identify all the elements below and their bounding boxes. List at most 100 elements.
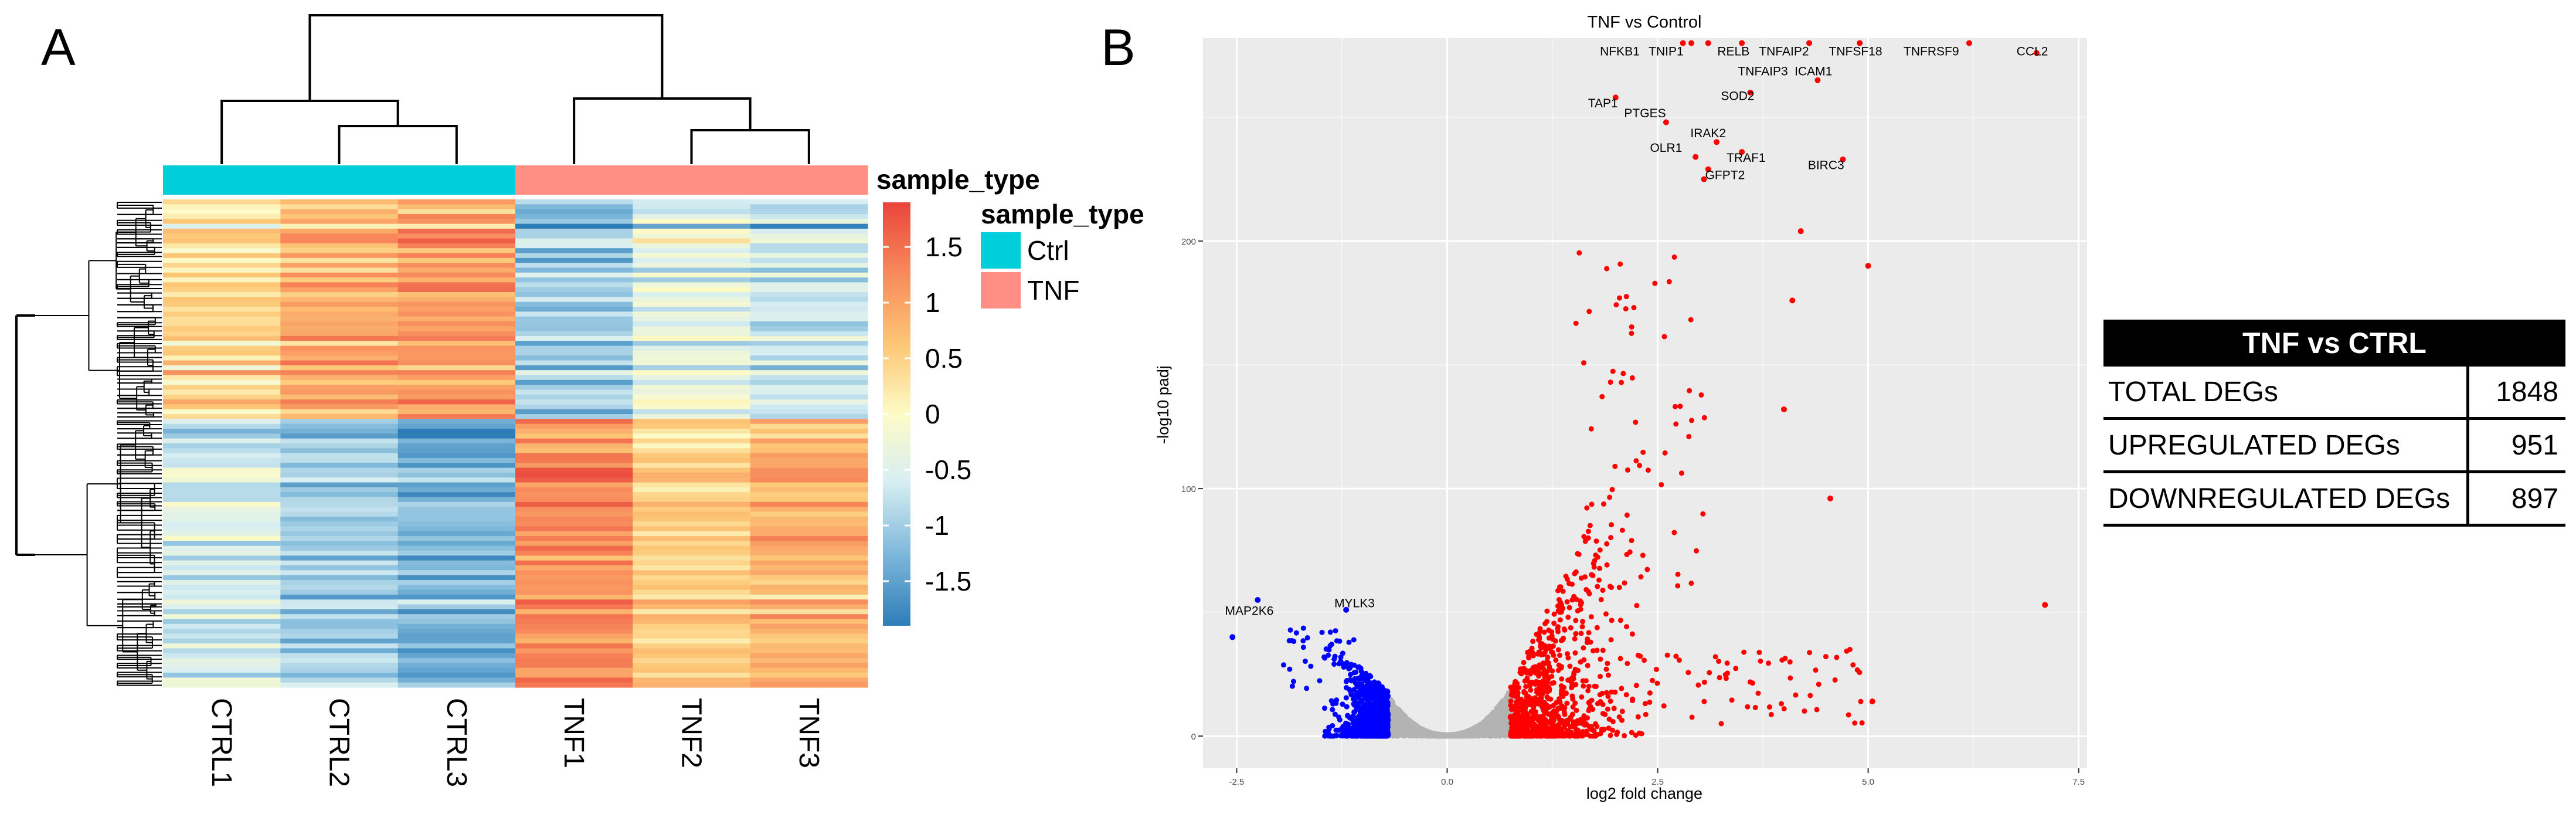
heatmap-cell: [750, 209, 868, 215]
heatmap-cell: [515, 457, 633, 463]
volcano-point: [1378, 696, 1384, 701]
heatmap-cell: [750, 243, 868, 249]
volcano-point: [1541, 629, 1547, 635]
heatmap-cell: [397, 623, 516, 629]
heatmap-cell: [163, 511, 281, 517]
heatmap-cell: [515, 619, 633, 625]
annotation-cell: [515, 165, 633, 195]
heatmap-cell: [515, 589, 633, 595]
heatmap-cell: [280, 331, 399, 337]
heatmap-cell: [397, 565, 516, 571]
heatmap-cell: [633, 263, 751, 269]
heatmap-cell: [750, 263, 868, 269]
heatmap-cell: [633, 497, 751, 503]
heatmap-cell: [750, 301, 868, 307]
heatmap-cell: [633, 209, 751, 215]
heatmap-cell: [163, 209, 281, 215]
heatmap-cell: [515, 375, 633, 381]
heatmap-cell: [397, 589, 516, 595]
heatmap-cell: [163, 272, 281, 278]
heatmap-cell: [515, 248, 633, 254]
volcano-point: [1435, 731, 1441, 737]
volcano-point: [1455, 731, 1461, 737]
volcano-point: [1304, 686, 1310, 691]
heatmap-cell: [163, 531, 281, 537]
heatmap-cell: [397, 619, 516, 625]
heatmap-cell: [163, 419, 281, 425]
sample-label: CTRL1: [206, 698, 237, 787]
heatmap-cells: [163, 199, 868, 688]
heatmap-cell: [750, 409, 868, 415]
heatmap-cell: [280, 433, 399, 439]
heatmap-cell: [633, 604, 751, 610]
heatmap-cell: [515, 257, 633, 263]
heatmap-cell: [633, 565, 751, 571]
heatmap-cell: [633, 609, 751, 615]
heatmap-cell: [280, 682, 399, 688]
heatmap-cell: [633, 257, 751, 263]
heatmap-cell: [750, 663, 868, 669]
volcano-point: [1498, 706, 1504, 712]
heatmap-cell: [515, 565, 633, 571]
heatmap-cell: [750, 477, 868, 483]
heatmap-cell: [633, 629, 751, 635]
heatmap-cell: [163, 497, 281, 503]
heatmap-cell: [633, 536, 751, 541]
heatmap-cell: [515, 570, 633, 576]
heatmap-cell: [515, 423, 633, 429]
heatmap-cell: [280, 457, 399, 463]
heatmap-cell: [397, 385, 516, 391]
heatmap-cell: [633, 375, 751, 381]
heatmap-cell: [280, 492, 399, 498]
volcano-point: [1365, 707, 1371, 713]
heatmap-cell: [280, 677, 399, 683]
heatmap-cell: [280, 213, 399, 219]
heatmap-cell: [633, 389, 751, 395]
heatmap-cell: [163, 277, 281, 283]
volcano-point: [1397, 710, 1403, 716]
heatmap-cell: [163, 536, 281, 541]
heatmap-cell: [515, 585, 633, 591]
heatmap-cell: [750, 404, 868, 410]
heatmap-cell: [280, 399, 399, 405]
heatmap-cell: [163, 623, 281, 629]
heatmap-cell: [515, 297, 633, 303]
volcano-point: [1343, 733, 1349, 739]
heatmap-cell: [163, 448, 281, 454]
heatmap-cell: [163, 648, 281, 654]
row-dendrogram: [15, 201, 162, 686]
heatmap-cell: [515, 213, 633, 219]
heatmap-cell: [515, 443, 633, 449]
heatmap-cell: [515, 453, 633, 459]
volcano-point: [1351, 687, 1357, 693]
heatmap-cell: [750, 667, 868, 673]
heatmap-cell: [280, 301, 399, 307]
heatmap-cell: [397, 638, 516, 644]
heatmap-cell: [633, 267, 751, 273]
heatmap-cell: [633, 457, 751, 463]
heatmap-cell: [515, 643, 633, 649]
heatmap-cell: [163, 682, 281, 688]
heatmap-cell: [515, 633, 633, 639]
heatmap-cell: [280, 199, 399, 205]
heatmap-cell: [280, 638, 399, 644]
heatmap-cell: [750, 360, 868, 366]
heatmap-cell: [163, 551, 281, 556]
panel-label-a: A: [41, 18, 76, 76]
heatmap-cell: [633, 511, 751, 517]
heatmap-cell: [750, 551, 868, 556]
volcano-point: [1392, 705, 1398, 711]
volcano-point: [1395, 732, 1401, 738]
heatmap-cell: [163, 516, 281, 522]
heatmap-cell: [515, 277, 633, 283]
volcano-point: [1598, 596, 1604, 602]
heatmap-cell: [163, 663, 281, 669]
volcano-point: [1661, 703, 1667, 709]
heatmap-cell: [515, 560, 633, 566]
volcano-point: [1326, 724, 1332, 730]
sample-label: TNF1: [558, 698, 589, 768]
heatmap-cell: [515, 385, 633, 391]
heatmap-cell: [397, 604, 516, 610]
heatmap-cell: [633, 292, 751, 297]
volcano-point: [1302, 659, 1308, 664]
